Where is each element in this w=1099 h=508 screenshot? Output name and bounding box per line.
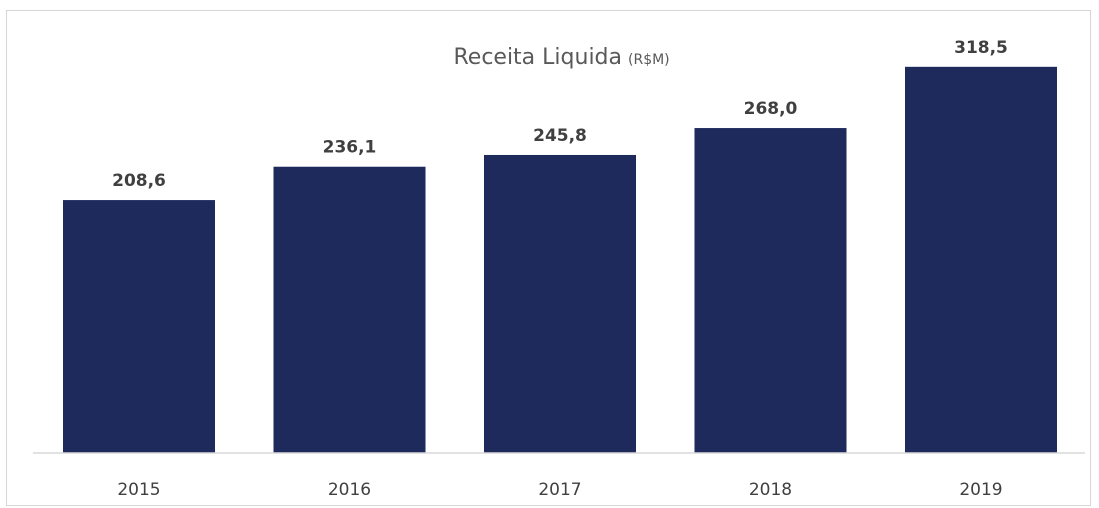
- x-tick-label-2015: 2015: [117, 480, 160, 500]
- data-label-2018: 268,0: [744, 99, 798, 119]
- data-label-2017: 245,8: [533, 126, 587, 146]
- chart-title: Receita Liquida: [453, 45, 622, 70]
- x-tick-labels-group: 2015 2016 2017 2018 2019: [117, 480, 1002, 500]
- chart-title-unit: (R$M): [628, 52, 670, 68]
- x-tick-label-2019: 2019: [959, 480, 1002, 500]
- bar-2017: [484, 154, 636, 453]
- data-labels-group: 208,6 236,1 245,8 268,0 318,5: [112, 38, 1008, 191]
- data-label-2016: 236,1: [323, 138, 377, 158]
- bars-group: [63, 66, 1057, 454]
- x-tick-label-2018: 2018: [749, 480, 792, 500]
- data-label-2019: 318,5: [954, 38, 1008, 58]
- x-tick-label-2017: 2017: [538, 480, 581, 500]
- bar-2019: [905, 66, 1057, 453]
- bar-2018: [694, 128, 847, 454]
- x-tick-label-2016: 2016: [328, 480, 371, 500]
- bar-2016: [273, 166, 426, 453]
- data-label-2015: 208,6: [112, 171, 166, 191]
- bar-2015: [63, 200, 215, 453]
